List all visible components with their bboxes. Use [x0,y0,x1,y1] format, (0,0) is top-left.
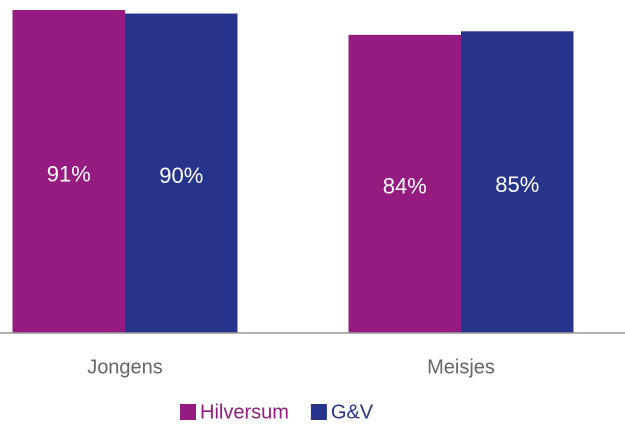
legend-label: Hilversum [200,401,289,423]
bar [12,10,125,333]
value-label: 84% [383,174,427,199]
legend-swatch [180,404,196,420]
value-label: 90% [159,163,203,188]
value-label: 91% [47,161,91,186]
x-tick-label: Jongens [87,356,163,378]
bar [125,13,238,334]
bar [348,34,461,333]
bar [461,31,574,334]
x-tick-label: Meisjes [427,356,495,378]
legend-swatch [310,404,327,420]
value-label: 85% [495,172,539,197]
legend-label: G&V [331,401,374,423]
